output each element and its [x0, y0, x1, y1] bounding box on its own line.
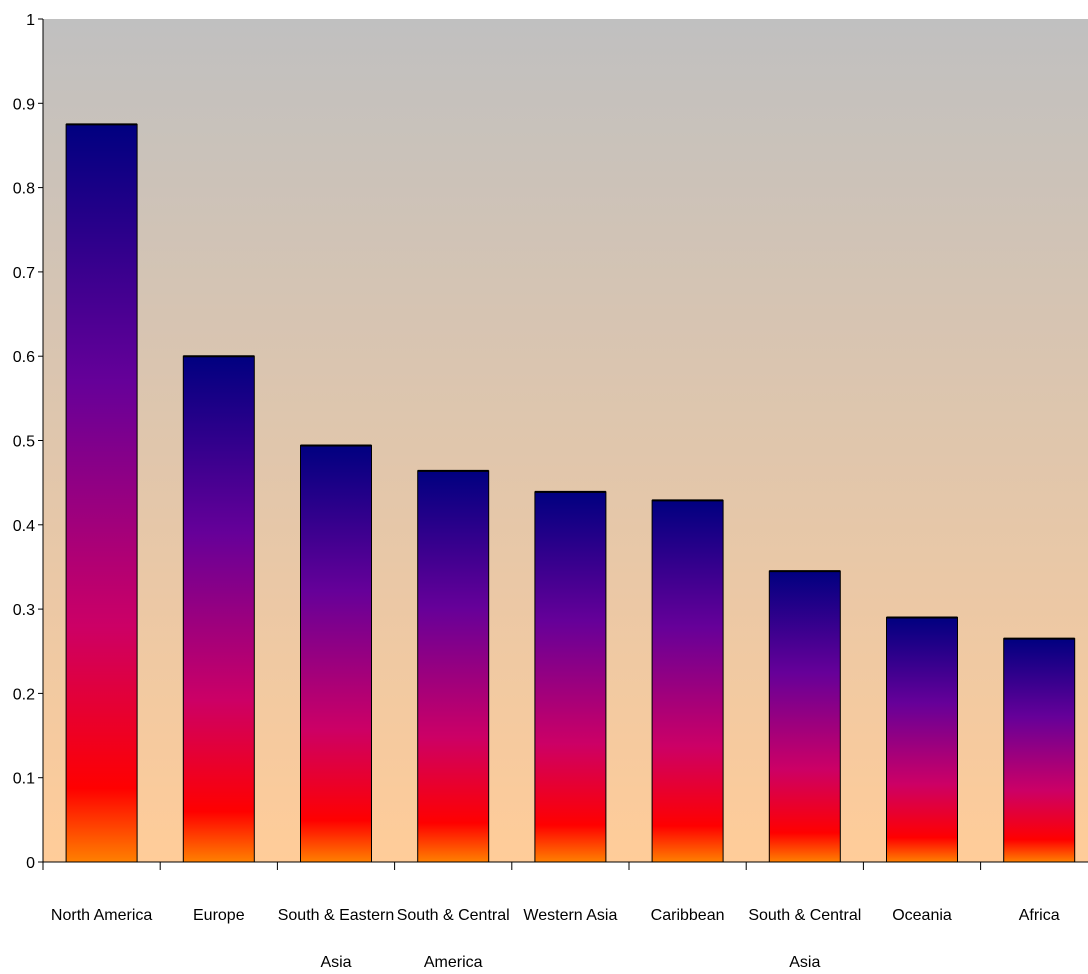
bars-group: [65, 123, 1076, 863]
x-category-label-line: Oceania: [892, 907, 952, 924]
x-category-label: Oceania: [892, 907, 952, 924]
x-category-label: Africa: [1019, 907, 1060, 924]
y-tick-label: 0.3: [13, 602, 35, 619]
x-category-label-line: America: [424, 954, 483, 971]
y-tick-label: 1: [26, 12, 35, 29]
x-category-label-line: North America: [51, 907, 152, 924]
x-category-label-line: South & Central: [748, 907, 861, 924]
y-tick-label: 0.7: [13, 265, 35, 282]
x-category-label-line: Africa: [1019, 907, 1060, 924]
y-tick-label: 0: [26, 855, 35, 872]
bar: [768, 570, 841, 863]
x-category-label-line: Asia: [320, 954, 351, 971]
x-category-label: South & Central America: [397, 907, 510, 971]
y-tick-label: 0.9: [13, 96, 35, 113]
x-category-label-line: Western Asia: [523, 907, 617, 924]
x-category-label: Caribbean: [651, 907, 725, 924]
bar: [417, 470, 490, 863]
bar: [65, 123, 138, 863]
y-tick-label: 0.8: [13, 181, 35, 198]
y-axis: 0 0.1 0.2 0.3 0.4 0.5 0.6 0.7 0.8 0.9 1: [13, 12, 44, 872]
x-category-label-line: South & Eastern: [278, 907, 395, 924]
y-tick-label: 0.5: [13, 434, 35, 451]
x-category-label: South & Eastern Asia: [278, 907, 395, 971]
x-category-label: Europe: [193, 907, 245, 924]
y-tick-label: 0.2: [13, 686, 35, 703]
x-category-label: South & Central Asia: [748, 907, 861, 971]
x-category-label-line: Asia: [789, 954, 820, 971]
bar: [651, 499, 724, 863]
y-tick-label: 0.4: [13, 518, 35, 535]
x-category-label-line: Caribbean: [651, 907, 725, 924]
y-tick-label: 0.1: [13, 771, 35, 788]
bar: [886, 617, 958, 863]
x-category-label-line: South & Central: [397, 907, 510, 924]
x-category-label: Western Asia: [523, 907, 617, 924]
bar: [1003, 638, 1076, 863]
x-category-label-line: Europe: [193, 907, 245, 924]
x-axis: North America Europe South & Eastern AsiaSo…: [42, 861, 1088, 971]
bar: [300, 445, 372, 863]
bar: [534, 491, 607, 863]
bar: [182, 355, 255, 863]
y-tick-label: 0.6: [13, 349, 35, 366]
x-category-label: North America: [51, 907, 152, 924]
